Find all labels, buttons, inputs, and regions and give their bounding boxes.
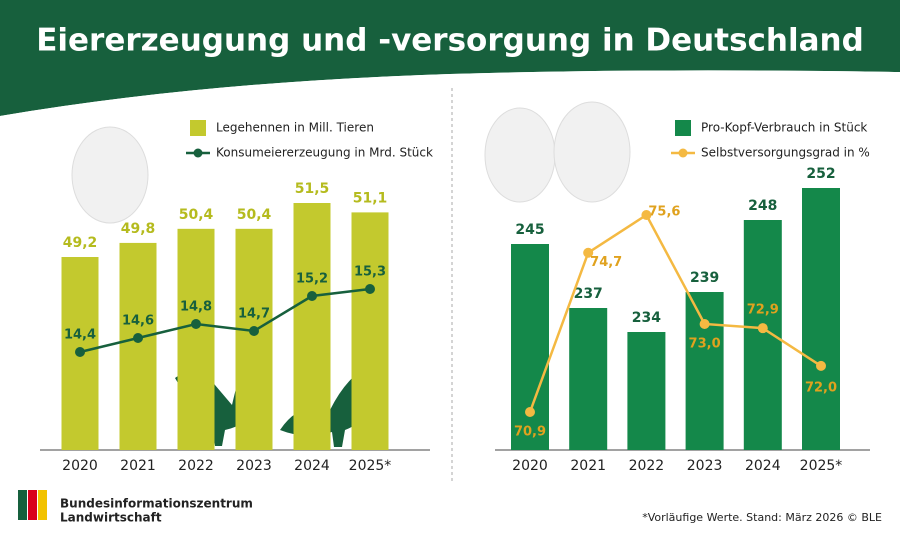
legend-label: Selbstversorgungsgrad in % [701, 146, 870, 160]
line-point [307, 291, 317, 301]
bar [802, 188, 840, 450]
header-edge [0, 70, 900, 121]
x-tick-label: 2023 [236, 458, 272, 474]
logo [28, 490, 37, 520]
line-point [191, 319, 201, 329]
line-point [75, 347, 85, 357]
legend-label: Pro-Kopf-Verbrauch in Stück [701, 121, 867, 135]
line [528, 213, 822, 413]
x-tick-label: 2020 [62, 458, 98, 474]
legend-swatch [675, 120, 691, 136]
bar [511, 244, 549, 450]
egg [484, 107, 556, 203]
line-value-label: 72,0 [805, 380, 837, 395]
bar-value-label: 49,8 [121, 221, 156, 237]
legend-swatch [190, 120, 206, 136]
line-value-label: 73,0 [689, 336, 721, 351]
line-point [816, 360, 826, 371]
title: Eiererzeugung und -versorgung in Deutsch… [36, 23, 864, 59]
bar-value-label: 51,1 [353, 190, 388, 206]
line [79, 287, 371, 354]
x-tick-label: 2021 [120, 458, 156, 474]
legend-swatch [678, 148, 688, 158]
header-band [0, 0, 900, 116]
bar [293, 203, 331, 450]
x-tick-label: 2022 [629, 458, 665, 474]
x-tick-label: 2020 [512, 458, 548, 474]
x-tick-label: 2025* [800, 458, 843, 474]
bar-value-label: 234 [632, 310, 661, 326]
bar-value-label: 245 [515, 222, 544, 238]
x-tick-label: 2023 [687, 458, 723, 474]
line-point [641, 210, 652, 220]
bar-value-label: 50,4 [237, 207, 272, 223]
bar-value-label: 252 [806, 166, 835, 182]
org-name: Bundesinformationszentrum [60, 497, 253, 511]
bar [119, 242, 157, 450]
org-name: Landwirtschaft [60, 511, 162, 525]
x-tick-label: 2024 [294, 458, 330, 474]
legend-swatch [193, 148, 203, 158]
x-tick-label: 2024 [745, 458, 781, 474]
footnote: *Vorläufige Werte. Stand: März 2026 © BL… [642, 511, 882, 524]
line-point [583, 247, 594, 258]
legend-label: Konsumeiererzeugung in Mrd. Stück [216, 146, 433, 160]
bar [685, 292, 724, 450]
bar [627, 332, 666, 450]
x-tick-label: 2021 [570, 458, 606, 474]
line-value-label: 15,3 [354, 265, 386, 280]
egg [553, 101, 631, 203]
bar-value-label: 49,2 [63, 235, 98, 251]
line-point [757, 323, 768, 334]
bar-value-label: 51,5 [295, 181, 330, 197]
bar [177, 228, 215, 450]
bar [569, 308, 608, 450]
line-value-label: 74,7 [590, 255, 622, 270]
bar-value-label: 248 [748, 198, 777, 214]
x-tick-label: 2022 [178, 458, 214, 474]
bar [235, 228, 273, 450]
bar [351, 212, 389, 450]
line-point [249, 326, 259, 336]
line-point [699, 318, 710, 329]
line-value-label: 14,8 [180, 300, 212, 315]
line-value-label: 72,9 [747, 303, 779, 318]
legend-label: Legehennen in Mill. Tieren [216, 121, 374, 135]
bar-value-label: 50,4 [179, 207, 214, 223]
line-value-label: 15,2 [296, 272, 328, 287]
logo [38, 490, 47, 520]
line-value-label: 14,4 [64, 328, 96, 343]
line-point [133, 333, 143, 343]
line-value-label: 14,6 [122, 314, 154, 329]
logo [18, 490, 27, 520]
line-point [525, 407, 535, 417]
line-value-label: 75,6 [648, 205, 680, 220]
line-value-label: 14,7 [238, 307, 270, 322]
bar [743, 220, 782, 450]
line-point [365, 284, 375, 294]
egg [71, 126, 149, 224]
line-value-label: 70,9 [514, 425, 546, 440]
bar-value-label: 237 [574, 286, 603, 302]
x-tick-label: 2025* [349, 458, 392, 474]
bar-value-label: 239 [690, 270, 719, 286]
